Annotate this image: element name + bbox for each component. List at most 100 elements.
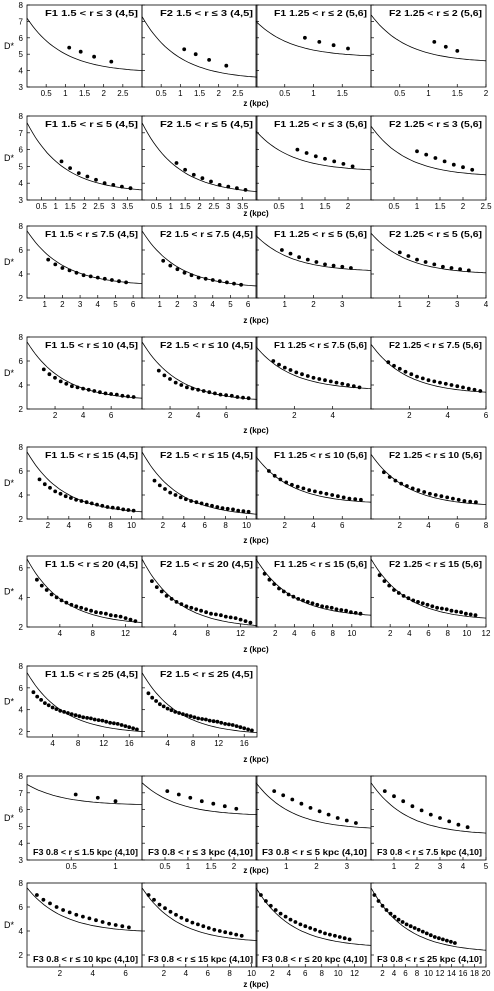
data-point: [320, 604, 324, 609]
data-point: [236, 508, 241, 513]
data-point: [53, 262, 58, 267]
data-point: [200, 176, 205, 181]
x-tick-label: 1: [300, 202, 305, 211]
x-tick-label: 8: [90, 629, 95, 638]
data-point: [112, 721, 116, 726]
x-tick-label: 2.5: [117, 89, 129, 98]
data-point: [347, 937, 352, 942]
data-point: [223, 722, 228, 726]
x-axis-title: z (kpc): [243, 99, 269, 108]
data-point: [300, 372, 304, 377]
data-point: [234, 932, 239, 937]
data-point: [439, 494, 444, 499]
data-point: [262, 571, 267, 576]
data-point: [468, 612, 473, 617]
x-tick-label: 2: [101, 89, 106, 98]
data-point: [246, 727, 251, 732]
data-point: [178, 495, 183, 500]
data-point: [392, 588, 396, 592]
x-tick-label: 0.5: [279, 89, 291, 98]
data-point: [337, 935, 342, 939]
y-axis-title: D*: [4, 813, 14, 823]
data-point: [212, 927, 217, 932]
data-point: [126, 394, 130, 399]
x-tick-label: 12: [214, 739, 223, 748]
x-tick-label: 2: [283, 521, 288, 530]
data-point: [179, 383, 184, 387]
data-point: [333, 933, 337, 938]
data-point: [157, 902, 162, 907]
x-tick-label: 4: [445, 411, 450, 420]
data-point: [409, 372, 414, 377]
data-point: [146, 691, 151, 696]
data-point: [380, 903, 385, 908]
y-axis-title: D*: [4, 41, 14, 51]
data-point: [58, 379, 63, 384]
data-point: [323, 156, 327, 161]
data-point: [168, 377, 172, 381]
x-tick-label: 4: [426, 521, 431, 530]
data-point: [119, 723, 124, 727]
x-tick-label: 4: [184, 969, 189, 978]
data-point: [157, 483, 162, 488]
data-point: [60, 266, 65, 270]
data-point: [169, 708, 174, 713]
data-point: [81, 715, 86, 720]
x-tick-label: 2: [314, 862, 319, 871]
panel-label: F2 1.5 < r ≤ 3 (4,5]: [160, 8, 253, 18]
data-point: [392, 914, 397, 919]
data-point: [164, 594, 169, 598]
data-point: [295, 484, 300, 489]
panel-1: 0.5 1 1.5 2 2.5 F2 1.5 < r ≤ 3 (4,5]: [141, 4, 258, 98]
data-point: [466, 386, 471, 391]
panel-7: 0.5 1 1.5 2 2.5 F2 1.25 < r ≤ 3 (5,6]: [370, 115, 492, 211]
x-tick-label: 1: [169, 202, 174, 211]
panel-28: 1 2 3 F3 0.8 < r ≤ 5 kpc (4,10]: [255, 775, 372, 871]
data-point: [396, 917, 401, 922]
panel-6: 0.5 1 1.5 2 F1 1.25 < r ≤ 3 (5,6]: [255, 115, 372, 211]
panel-label: F1 1.25 < r ≤ 7.5 (5,6]: [274, 340, 367, 350]
data-point: [401, 594, 406, 598]
data-point: [196, 275, 201, 280]
x-tick-label: 6: [246, 300, 251, 309]
data-point: [201, 924, 206, 929]
data-point: [200, 717, 205, 721]
data-point: [64, 600, 69, 605]
data-point: [92, 717, 97, 722]
x-tick-label: 4: [196, 411, 201, 420]
y-tick-label: 6: [19, 903, 24, 912]
y-axis-title: D*: [4, 478, 14, 488]
data-point: [443, 381, 448, 386]
fit-curve: [255, 782, 372, 829]
data-point: [415, 257, 419, 262]
y-tick-label: 2: [19, 405, 24, 414]
data-point: [39, 583, 44, 588]
data-point: [281, 793, 286, 798]
x-tick-label: 0.5: [388, 202, 400, 211]
panel-3: 0.5 1 1.5 2 F2 1.25 < r ≤ 2 (5,6]: [370, 4, 489, 98]
data-point: [351, 384, 356, 389]
x-tick-label: 1: [426, 89, 431, 98]
fit-curve: [370, 232, 487, 274]
data-point: [406, 596, 411, 601]
data-point: [459, 610, 463, 615]
data-point: [313, 927, 317, 932]
x-tick-label: 2.5: [232, 89, 244, 98]
data-point: [84, 500, 89, 505]
data-point: [41, 367, 46, 372]
data-point: [191, 172, 196, 177]
panel-24: 2 4 6 8 4 8 12 16 F1 1.5 < r ≤ 25 (4,5]: [19, 662, 143, 748]
data-point: [73, 792, 78, 797]
y-tick-label: 7: [19, 17, 24, 26]
data-point: [95, 502, 99, 507]
data-point: [408, 924, 413, 929]
data-point: [415, 149, 419, 154]
data-point: [406, 254, 411, 258]
data-point: [231, 507, 235, 512]
data-point: [173, 493, 178, 497]
x-tick-label: 4: [292, 629, 297, 638]
panel-14: 2 4 F1 1.25 < r ≤ 7.5 (5,6]: [255, 336, 372, 420]
data-point: [294, 370, 299, 375]
data-point: [230, 723, 235, 727]
data-point: [115, 722, 120, 726]
